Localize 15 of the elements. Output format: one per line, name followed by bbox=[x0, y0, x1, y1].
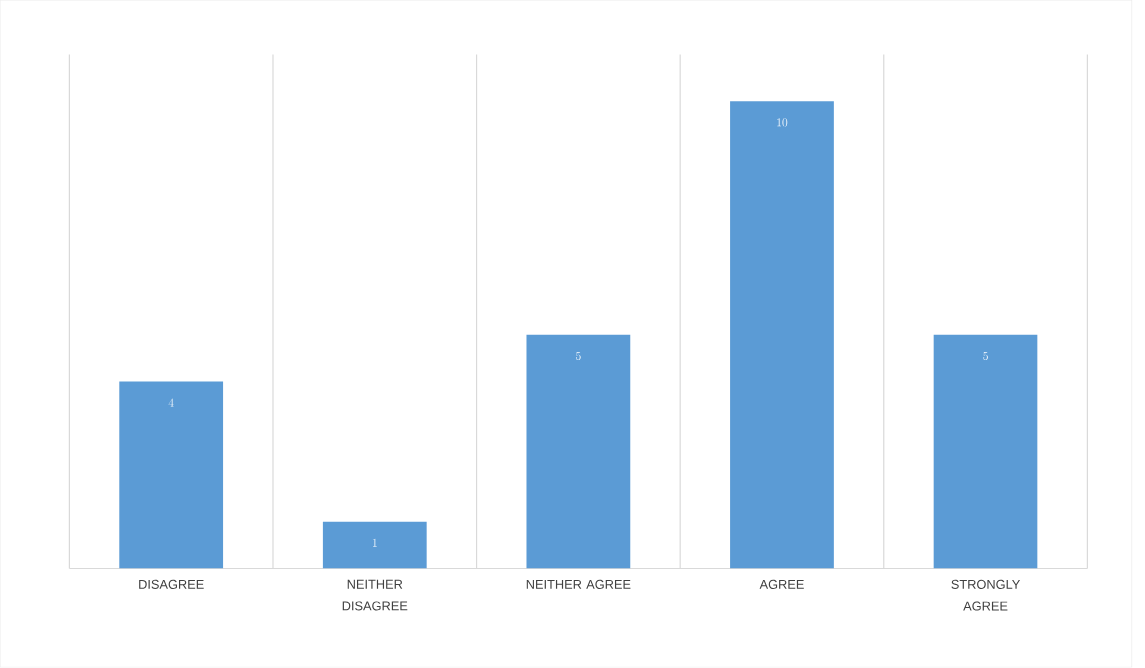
bar bbox=[119, 381, 224, 569]
data-label: 5 bbox=[576, 352, 581, 361]
data-label: 10 bbox=[777, 118, 788, 127]
x-tick-label: DISAGREE bbox=[139, 580, 204, 590]
data-label: 1 bbox=[372, 539, 377, 547]
bar bbox=[526, 335, 631, 569]
bar bbox=[322, 522, 427, 569]
x-tick-label: NEITHER AGREE bbox=[526, 580, 631, 590]
bar bbox=[933, 335, 1038, 569]
x-tick-label: NEITHER DISAGREE bbox=[342, 580, 408, 611]
data-label: 5 bbox=[983, 352, 988, 361]
data-label: 4 bbox=[168, 398, 174, 407]
bar bbox=[730, 101, 834, 569]
x-tick-label: STRONGLY AGREE bbox=[951, 580, 1021, 611]
x-tick-label: AGREE bbox=[759, 580, 804, 590]
